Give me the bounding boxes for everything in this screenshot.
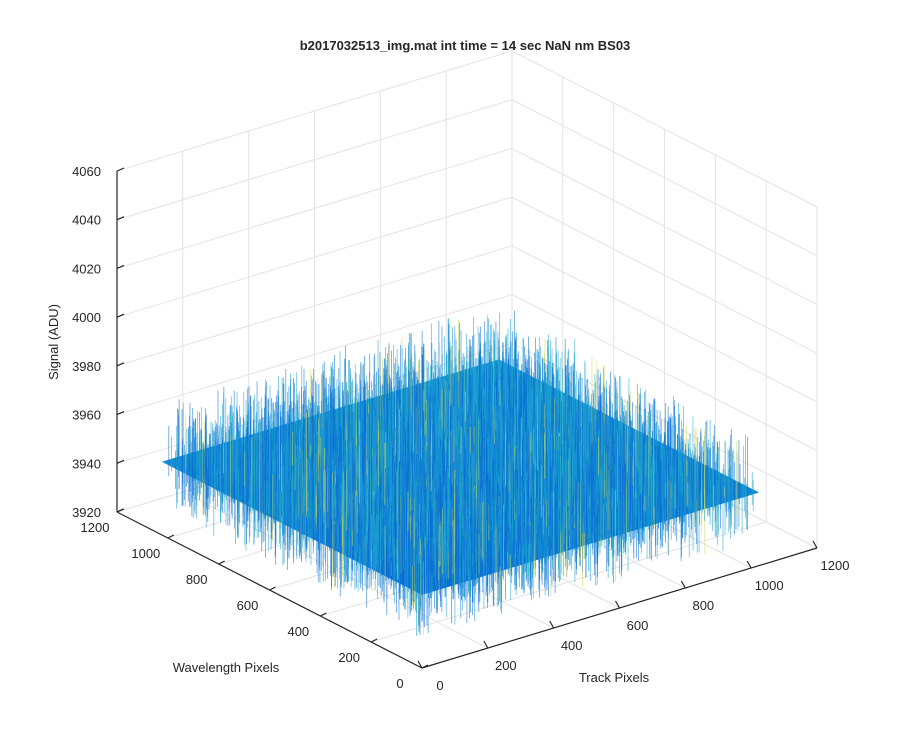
grid-line-z — [116, 196, 818, 354]
grid-line-z — [116, 294, 818, 452]
surface-plot — [161, 310, 760, 637]
grid-line-z — [116, 147, 818, 305]
grid-line-z — [116, 99, 818, 257]
grid-line-z — [116, 245, 818, 403]
plot-title: b2017032513_img.mat int time = 14 sec Na… — [300, 38, 631, 53]
grid-line-y-floor — [371, 521, 767, 643]
grid-line-z — [116, 50, 818, 208]
